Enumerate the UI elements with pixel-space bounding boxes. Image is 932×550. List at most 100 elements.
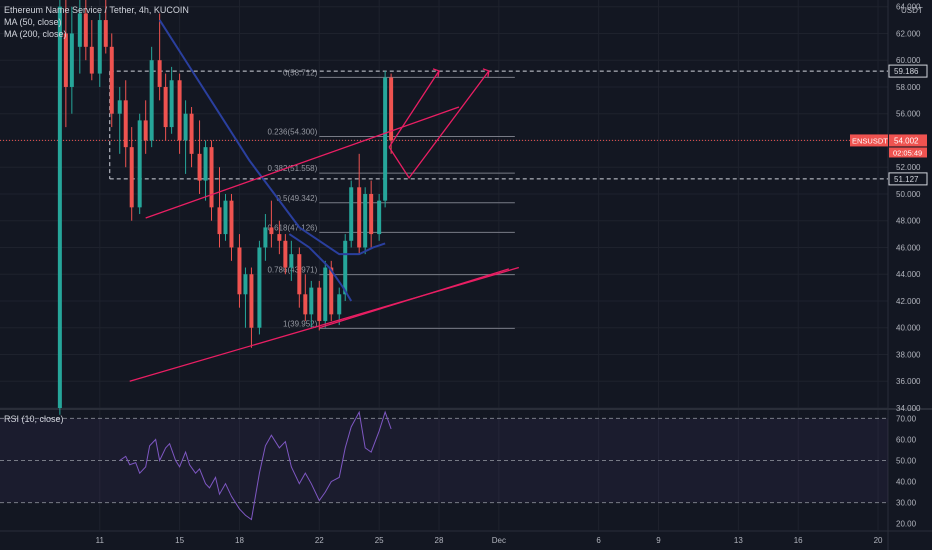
time-axis-tick: 11: [96, 536, 105, 545]
candle-up: [377, 200, 382, 235]
time-axis-tick: 6: [596, 536, 601, 545]
candle-down: [123, 100, 128, 148]
time-axis-tick: 9: [656, 536, 661, 545]
price-axis-tick: 42.000: [896, 297, 921, 306]
price-axis-tick: 60.000: [896, 56, 921, 65]
candle-up: [363, 193, 368, 248]
candle-up: [263, 227, 268, 248]
candle-down: [283, 240, 288, 268]
time-axis-tick: 25: [375, 536, 384, 545]
fib-level-label: 1(39.952): [283, 319, 318, 328]
rsi-axis-tick: 70.00: [896, 414, 917, 423]
fib-level-label: 0.618(47.126): [267, 223, 317, 232]
ma50-line: [158, 19, 386, 256]
currency-label: USDT: [901, 6, 923, 15]
candle-down: [389, 77, 394, 141]
fib-level-label: 0.5(49.342): [276, 194, 317, 203]
candle-down: [357, 187, 362, 248]
price-axis-tick: 46.000: [896, 243, 921, 252]
price-axis-tick: 48.000: [896, 217, 921, 226]
candle-up: [69, 33, 74, 87]
candle-up: [97, 20, 102, 74]
rsi-axis-tick: 60.00: [896, 435, 917, 444]
price-axis-tick: 58.000: [896, 83, 921, 92]
time-axis-tick: Dec: [492, 536, 506, 545]
price-label-text: 59.186: [894, 67, 919, 76]
candle-up: [323, 267, 328, 322]
ma50-legend: MA (50, close): [4, 17, 62, 27]
time-axis-tick: 16: [794, 536, 803, 545]
rsi-axis-tick: 50.00: [896, 457, 917, 466]
candle-down: [157, 60, 162, 87]
countdown-text: 02:05:49: [893, 148, 922, 157]
price-axis-tick: 40.000: [896, 324, 921, 333]
price-axis-tick: 56.000: [896, 110, 921, 119]
candle-up: [137, 120, 142, 208]
candle-down: [369, 193, 374, 235]
candle-down: [303, 294, 308, 315]
price-axis-tick: 44.000: [896, 270, 921, 279]
candle-down: [103, 20, 108, 47]
candle-down: [277, 234, 282, 241]
ma200-line: [288, 233, 353, 302]
candle-down: [109, 46, 114, 114]
rsi-axis-tick: 40.00: [896, 478, 917, 487]
ma200-legend: MA (200, close): [4, 29, 67, 39]
forecast-arrow-path: [388, 70, 440, 148]
candle-up: [343, 240, 348, 295]
candle-up: [203, 147, 208, 181]
candle-up: [149, 60, 154, 141]
candle-up: [309, 287, 314, 315]
candle-up: [57, 6, 62, 408]
forecast-arrow-head: [482, 68, 490, 78]
fib-level-label: 0.236(54.300): [267, 127, 317, 136]
fib-level-label: 0.382(51.558): [267, 164, 317, 173]
candle-down: [297, 254, 302, 295]
price-axis-tick: 38.000: [896, 350, 921, 359]
countdown-box: [889, 147, 927, 158]
rsi-legend: RSI (10, close): [4, 414, 64, 424]
candle-down: [329, 267, 334, 315]
candle-down: [163, 86, 168, 128]
current-price-text: 54.002: [894, 136, 919, 145]
symbol-title: Ethereum Name Service / Tether, 4h, KUCO…: [4, 5, 189, 15]
candle-up: [257, 247, 262, 328]
forecast-arrow-path: [388, 70, 490, 180]
symbol-tag-text: ENSUSDT: [852, 136, 888, 145]
rsi-line: [119, 410, 392, 521]
candle-down: [317, 287, 322, 322]
candle-down: [143, 120, 148, 141]
fib-level-label: 0(58.712): [283, 68, 318, 77]
trendline-support: [319, 268, 510, 329]
price-axis-tick: 62.000: [896, 29, 921, 38]
time-axis-tick: 22: [315, 536, 324, 545]
candle-down: [63, 33, 68, 87]
candle-down: [177, 80, 182, 141]
candle-down: [129, 147, 134, 208]
candle-up: [289, 254, 294, 268]
candle-up: [243, 274, 248, 295]
candle-down: [83, 13, 88, 47]
time-axis-tick: 20: [874, 536, 883, 545]
candle-down: [237, 247, 242, 295]
candle-down: [209, 147, 214, 208]
candle-down: [217, 207, 222, 235]
candle-up: [383, 77, 388, 201]
candle-up: [349, 187, 354, 241]
candle-down: [197, 153, 202, 181]
current-price-box: [889, 134, 927, 147]
candle-down: [229, 200, 234, 248]
candle-up: [183, 113, 188, 141]
price-label-box: [888, 64, 928, 78]
rsi-axis-tick: 20.00: [896, 520, 917, 529]
candle-down: [89, 46, 94, 74]
time-axis-tick: 15: [175, 536, 184, 545]
time-axis-tick: 13: [734, 536, 743, 545]
price-axis-tick: 50.000: [896, 190, 921, 199]
price-axis-tick: 36.000: [896, 377, 921, 386]
candle-up: [77, 13, 82, 47]
candle-up: [169, 80, 174, 128]
candle-down: [249, 274, 254, 328]
price-axis-tick: 52.000: [896, 163, 921, 172]
